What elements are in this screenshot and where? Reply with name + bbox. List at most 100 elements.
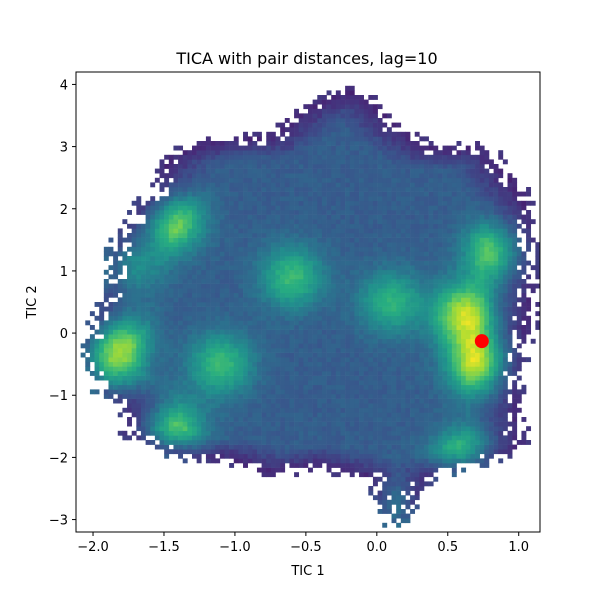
- heatmap-cell: [164, 246, 170, 252]
- heatmap-cell: [94, 338, 100, 344]
- heatmap-cell: [275, 430, 281, 436]
- heatmap-cell: [294, 265, 300, 271]
- heatmap-cell: [159, 366, 165, 372]
- heatmap-cell: [359, 191, 364, 197]
- heatmap-cell: [317, 122, 323, 128]
- heatmap-cell: [215, 182, 221, 188]
- heatmap-cell: [140, 256, 146, 261]
- heatmap-cell: [326, 292, 332, 298]
- heatmap-cell: [419, 334, 425, 340]
- heatmap-cell: [303, 302, 309, 307]
- heatmap-cell: [182, 214, 188, 220]
- heatmap-cell: [140, 228, 146, 234]
- heatmap-cell: [252, 398, 258, 404]
- heatmap-cell: [391, 334, 397, 340]
- heatmap-cell: [372, 412, 378, 418]
- heatmap-cell: [326, 311, 332, 317]
- heatmap-cell: [224, 154, 230, 160]
- heatmap-cell: [303, 371, 309, 376]
- heatmap-cell: [308, 164, 313, 169]
- heatmap-cell: [117, 233, 123, 238]
- heatmap-cell: [294, 187, 300, 192]
- heatmap-cell: [182, 279, 188, 284]
- heatmap-cell: [414, 486, 420, 491]
- heatmap-cell: [266, 205, 272, 211]
- heatmap-cell: [168, 256, 174, 261]
- heatmap-cell: [335, 205, 341, 211]
- heatmap-cell: [335, 256, 341, 261]
- heatmap-cell: [410, 164, 416, 169]
- heatmap-cell: [117, 375, 123, 381]
- heatmap-cell: [233, 343, 239, 349]
- heatmap-cell: [382, 228, 388, 234]
- heatmap-cell: [368, 214, 374, 220]
- heatmap-cell: [345, 196, 351, 202]
- heatmap-cell: [280, 389, 286, 395]
- heatmap-cell: [303, 325, 309, 330]
- heatmap-cell: [340, 366, 346, 372]
- heatmap-cell: [400, 481, 406, 487]
- heatmap-cell: [321, 237, 327, 243]
- heatmap-cell: [419, 302, 425, 307]
- heatmap-cell: [256, 154, 262, 160]
- heatmap-cell: [122, 251, 128, 257]
- heatmap-cell: [224, 315, 230, 321]
- heatmap-cell: [382, 306, 388, 312]
- heatmap-cell: [131, 348, 137, 353]
- heatmap-cell: [340, 228, 346, 234]
- heatmap-cell: [247, 274, 253, 280]
- heatmap-cell: [354, 99, 360, 105]
- heatmap-cell: [312, 403, 318, 409]
- heatmap-cell: [326, 463, 332, 468]
- heatmap-cell: [256, 256, 262, 261]
- heatmap-cell: [363, 453, 369, 459]
- heatmap-cell: [354, 196, 360, 202]
- heatmap-cell: [219, 334, 225, 340]
- heatmap-cell: [382, 430, 388, 436]
- heatmap-cell: [321, 145, 327, 151]
- heatmap-cell: [219, 371, 225, 376]
- heatmap-cell: [266, 440, 272, 445]
- heatmap-cell: [377, 182, 383, 188]
- heatmap-cell: [340, 95, 346, 100]
- heatmap-cell: [145, 279, 151, 284]
- heatmap-cell: [187, 435, 193, 441]
- heatmap-cell: [187, 219, 193, 225]
- heatmap-cell: [303, 288, 309, 294]
- heatmap-cell: [108, 334, 114, 340]
- heatmap-cell: [386, 343, 392, 349]
- heatmap-cell: [140, 325, 146, 330]
- heatmap-cell: [359, 440, 364, 445]
- heatmap-cell: [196, 200, 202, 206]
- heatmap-cell: [345, 95, 351, 100]
- heatmap-cell: [233, 375, 239, 381]
- heatmap-cell: [294, 154, 300, 160]
- heatmap-cell: [215, 168, 221, 174]
- heatmap-cell: [363, 435, 369, 441]
- heatmap-cell: [145, 334, 151, 340]
- heatmap-cell: [252, 145, 258, 151]
- heatmap-cell: [391, 256, 397, 261]
- heatmap-cell: [210, 407, 216, 413]
- heatmap-cell: [308, 371, 313, 376]
- heatmap-cell: [414, 463, 420, 468]
- heatmap-cell: [196, 159, 202, 165]
- heatmap-cell: [233, 357, 239, 363]
- heatmap-cell: [154, 430, 160, 436]
- heatmap-cell: [372, 279, 378, 284]
- heatmap-cell: [131, 283, 137, 289]
- heatmap-cell: [256, 403, 262, 409]
- heatmap-cell: [386, 297, 392, 303]
- heatmap-cell: [405, 481, 411, 487]
- heatmap-cell: [428, 279, 434, 284]
- heatmap-cell: [131, 279, 137, 284]
- heatmap-cell: [317, 403, 323, 409]
- heatmap-cell: [396, 338, 402, 344]
- heatmap-cell: [386, 256, 392, 261]
- heatmap-cell: [321, 430, 327, 436]
- heatmap-cell: [127, 237, 132, 243]
- heatmap-cell: [410, 251, 416, 257]
- heatmap-cell: [396, 260, 402, 266]
- heatmap-cell: [372, 384, 378, 390]
- heatmap-cell: [178, 145, 184, 151]
